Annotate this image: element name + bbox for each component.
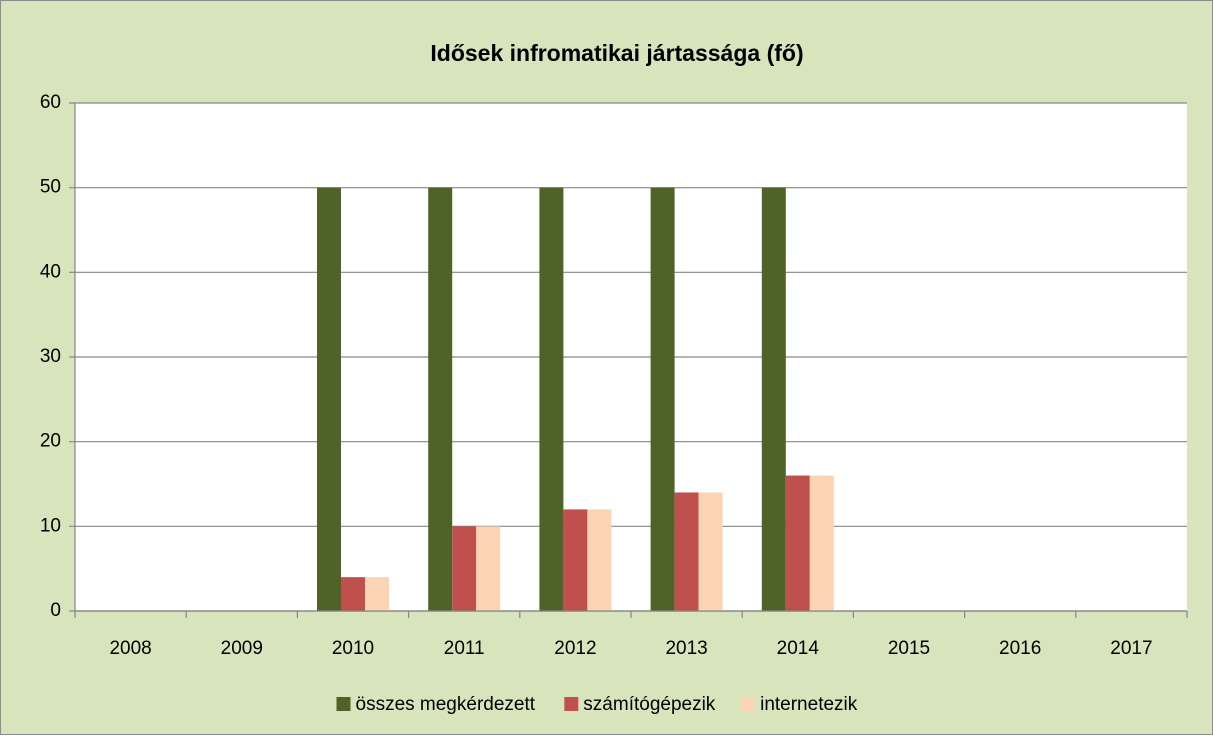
bar (785, 475, 810, 611)
x-tick-label: 2008 (109, 638, 151, 659)
bar (428, 187, 453, 611)
y-tick-label: 10 (40, 515, 61, 536)
y-tick-label: 30 (40, 346, 61, 367)
bar (587, 509, 612, 611)
bar (674, 492, 699, 611)
x-tick-label: 2014 (777, 638, 820, 659)
x-tick-label: 2017 (1110, 638, 1152, 659)
bar (539, 187, 564, 611)
bar (809, 475, 834, 611)
x-tick-label: 2010 (332, 638, 374, 659)
x-tick-label: 2012 (554, 638, 596, 659)
bar (317, 187, 341, 611)
x-tick-label: 2016 (999, 638, 1041, 659)
legend-swatch (564, 697, 579, 711)
legend-label: internetezik (760, 694, 858, 715)
y-tick-label: 50 (40, 177, 61, 198)
x-tick-label: 2009 (221, 638, 263, 659)
bar (341, 577, 365, 611)
x-tick-label: 2015 (888, 638, 930, 659)
bar (452, 526, 477, 611)
bar (365, 577, 389, 611)
y-tick-label: 60 (40, 92, 61, 113)
legend-swatch (741, 697, 756, 711)
y-tick-label: 40 (40, 261, 61, 282)
y-tick-label: 20 (40, 431, 61, 452)
x-tick-label: 2011 (444, 638, 485, 659)
legend-label: összes megkérdezett (356, 694, 536, 715)
bar (476, 526, 501, 611)
x-tick-label: 2013 (665, 638, 707, 659)
y-tick-label: 0 (50, 600, 61, 621)
legend-label: számítógépezik (583, 694, 716, 715)
chart-title: Idősek infromatikai jártassága (fő) (430, 40, 803, 66)
bar (650, 187, 675, 611)
legend-swatch (336, 697, 351, 711)
bar (563, 509, 588, 611)
bar (761, 187, 786, 611)
bar (698, 492, 723, 611)
